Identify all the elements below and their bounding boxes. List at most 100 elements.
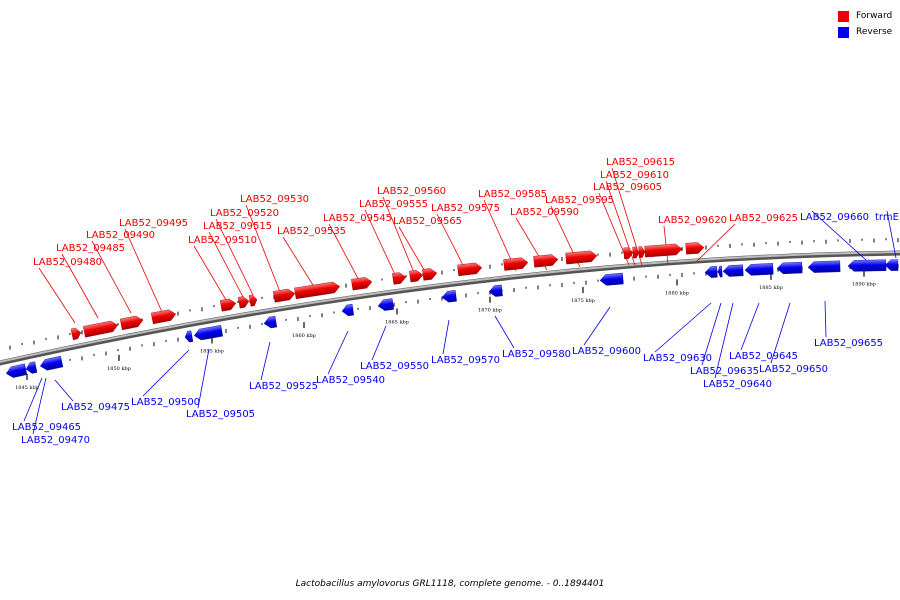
gene-label[interactable]: LAB52_09570	[431, 355, 500, 366]
gene-arrow	[193, 325, 223, 341]
gene-arrow	[847, 259, 887, 272]
gene-leader-line	[327, 330, 349, 375]
gene-leader-line	[38, 267, 76, 324]
gene-leader-line	[23, 377, 43, 422]
gene-label[interactable]: LAB52_09610	[600, 170, 669, 181]
gene-label[interactable]: LAB52_09525	[249, 381, 318, 392]
gene-arrow	[644, 243, 683, 258]
gene-label[interactable]: LAB52_09545	[323, 213, 392, 224]
gene-leader-line	[824, 300, 827, 338]
gene-label[interactable]: LAB52_09465	[12, 422, 81, 433]
gene-arrow-shape	[776, 261, 803, 275]
axis-tick-label: 1885 kbp	[759, 285, 783, 291]
gene-arrow-shape	[503, 257, 529, 271]
gene-label[interactable]: LAB52_09655	[814, 338, 883, 349]
gene-arrow-shape	[884, 259, 899, 271]
gene-arrow-shape	[341, 303, 354, 317]
gene-label[interactable]: LAB52_09520	[210, 208, 279, 219]
gene-leader-line	[193, 245, 227, 301]
gene-label[interactable]: LAB52_09625	[729, 213, 798, 224]
gene-arrow	[776, 261, 803, 275]
gene-label[interactable]: LAB52_09635	[690, 366, 759, 377]
gene-label[interactable]: LAB52_09660	[800, 212, 869, 223]
gene-label[interactable]: LAB52_09605	[593, 182, 662, 193]
map-caption: Lactobacillus amylovorus GRL1118, comple…	[295, 579, 605, 589]
gene-arrow	[377, 298, 394, 311]
gene-label[interactable]: LAB52_09645	[729, 351, 798, 362]
gene-arrow	[632, 246, 640, 259]
gene-label[interactable]: LAB52_09630	[643, 353, 712, 364]
gene-arrow	[25, 361, 38, 374]
gene-label[interactable]: LAB52_09480	[33, 257, 102, 268]
gene-leader-line	[770, 302, 791, 364]
gene-arrow-shape	[457, 262, 483, 277]
gene-label[interactable]: LAB52_09600	[572, 346, 641, 357]
gene-arrow-shape	[847, 259, 887, 272]
gene-label[interactable]: LAB52_09495	[119, 218, 188, 229]
gene-label[interactable]: LAB52_09585	[478, 189, 547, 200]
gene-leader-line	[32, 377, 47, 435]
gene-leader-line	[701, 302, 722, 366]
gene-arrow	[503, 257, 529, 271]
gene-leader-line	[886, 210, 897, 259]
gene-label[interactable]: LAB52_09565	[393, 216, 462, 227]
gene-arrow	[237, 296, 250, 309]
gene-leader-line	[91, 240, 132, 314]
legend-forward-label: Forward	[856, 11, 893, 21]
gene-arrow	[717, 265, 723, 278]
gene-arrow	[884, 259, 899, 271]
gene-arrow-shape	[409, 270, 424, 283]
gene-leader-line	[442, 319, 450, 355]
gene-label[interactable]: LAB52_09470	[21, 435, 90, 446]
gene-label[interactable]: LAB52_09640	[703, 379, 772, 390]
gene-arrow	[704, 266, 718, 278]
gene-arrow	[638, 246, 646, 258]
axis-tick-label: 1870 kbp	[478, 308, 502, 314]
gene-arrow-shape	[273, 288, 296, 303]
gene-arrow	[263, 315, 278, 329]
gene-arrow	[623, 247, 634, 260]
gene-arrow-shape	[644, 243, 683, 258]
gene-arrow	[184, 330, 194, 343]
gene-leader-line	[61, 253, 99, 319]
gene-label[interactable]: trmE	[875, 212, 899, 223]
gene-arrow	[5, 363, 28, 378]
gene-label[interactable]: LAB52_09510	[188, 235, 257, 246]
gene-leader-line	[714, 302, 734, 379]
gene-arrow	[341, 303, 354, 317]
axis-tick-label: 1865 kbp	[385, 319, 409, 325]
gene-label[interactable]: LAB52_09505	[186, 409, 255, 420]
gene-label[interactable]: LAB52_09530	[240, 194, 309, 205]
gene-label[interactable]: LAB52_09535	[277, 226, 346, 237]
gene-arrow	[294, 281, 341, 300]
axis-tick-label: 1875 kbp	[571, 298, 595, 304]
axis-tick-label: 1845 kbp	[15, 385, 39, 391]
gene-label[interactable]: LAB52_09555	[359, 199, 428, 210]
gene-label[interactable]: LAB52_09615	[606, 157, 675, 168]
gene-leader-line	[124, 228, 163, 313]
gene-arrow	[409, 270, 424, 283]
gene-label[interactable]: LAB52_09590	[510, 207, 579, 218]
gene-arrow-shape	[717, 265, 723, 278]
gene-label[interactable]: LAB52_09500	[131, 397, 200, 408]
gene-arrow-shape	[237, 296, 250, 309]
gene-label[interactable]: LAB52_09620	[658, 215, 727, 226]
gene-label[interactable]: LAB52_09560	[377, 186, 446, 197]
gene-label[interactable]: LAB52_09515	[203, 221, 272, 232]
gene-label[interactable]: LAB52_09575	[431, 203, 500, 214]
gene-label[interactable]: LAB52_09595	[545, 195, 614, 206]
gene-label[interactable]: LAB52_09650	[759, 364, 828, 375]
gene-leader-line	[215, 218, 254, 296]
legend-reverse-label: Reverse	[856, 27, 893, 37]
gene-label[interactable]: LAB52_09475	[61, 402, 130, 413]
gene-label[interactable]: LAB52_09540	[316, 375, 385, 386]
gene-label[interactable]: LAB52_09490	[86, 230, 155, 241]
gene-arrow	[457, 262, 483, 277]
gene-label[interactable]: LAB52_09580	[502, 349, 571, 360]
gene-label[interactable]: LAB52_09550	[360, 361, 429, 372]
gene-arrow	[488, 284, 503, 297]
gene-label[interactable]: LAB52_09485	[56, 243, 125, 254]
gene-arrow-shape	[704, 266, 718, 278]
gene-arrow-shape	[248, 294, 258, 307]
